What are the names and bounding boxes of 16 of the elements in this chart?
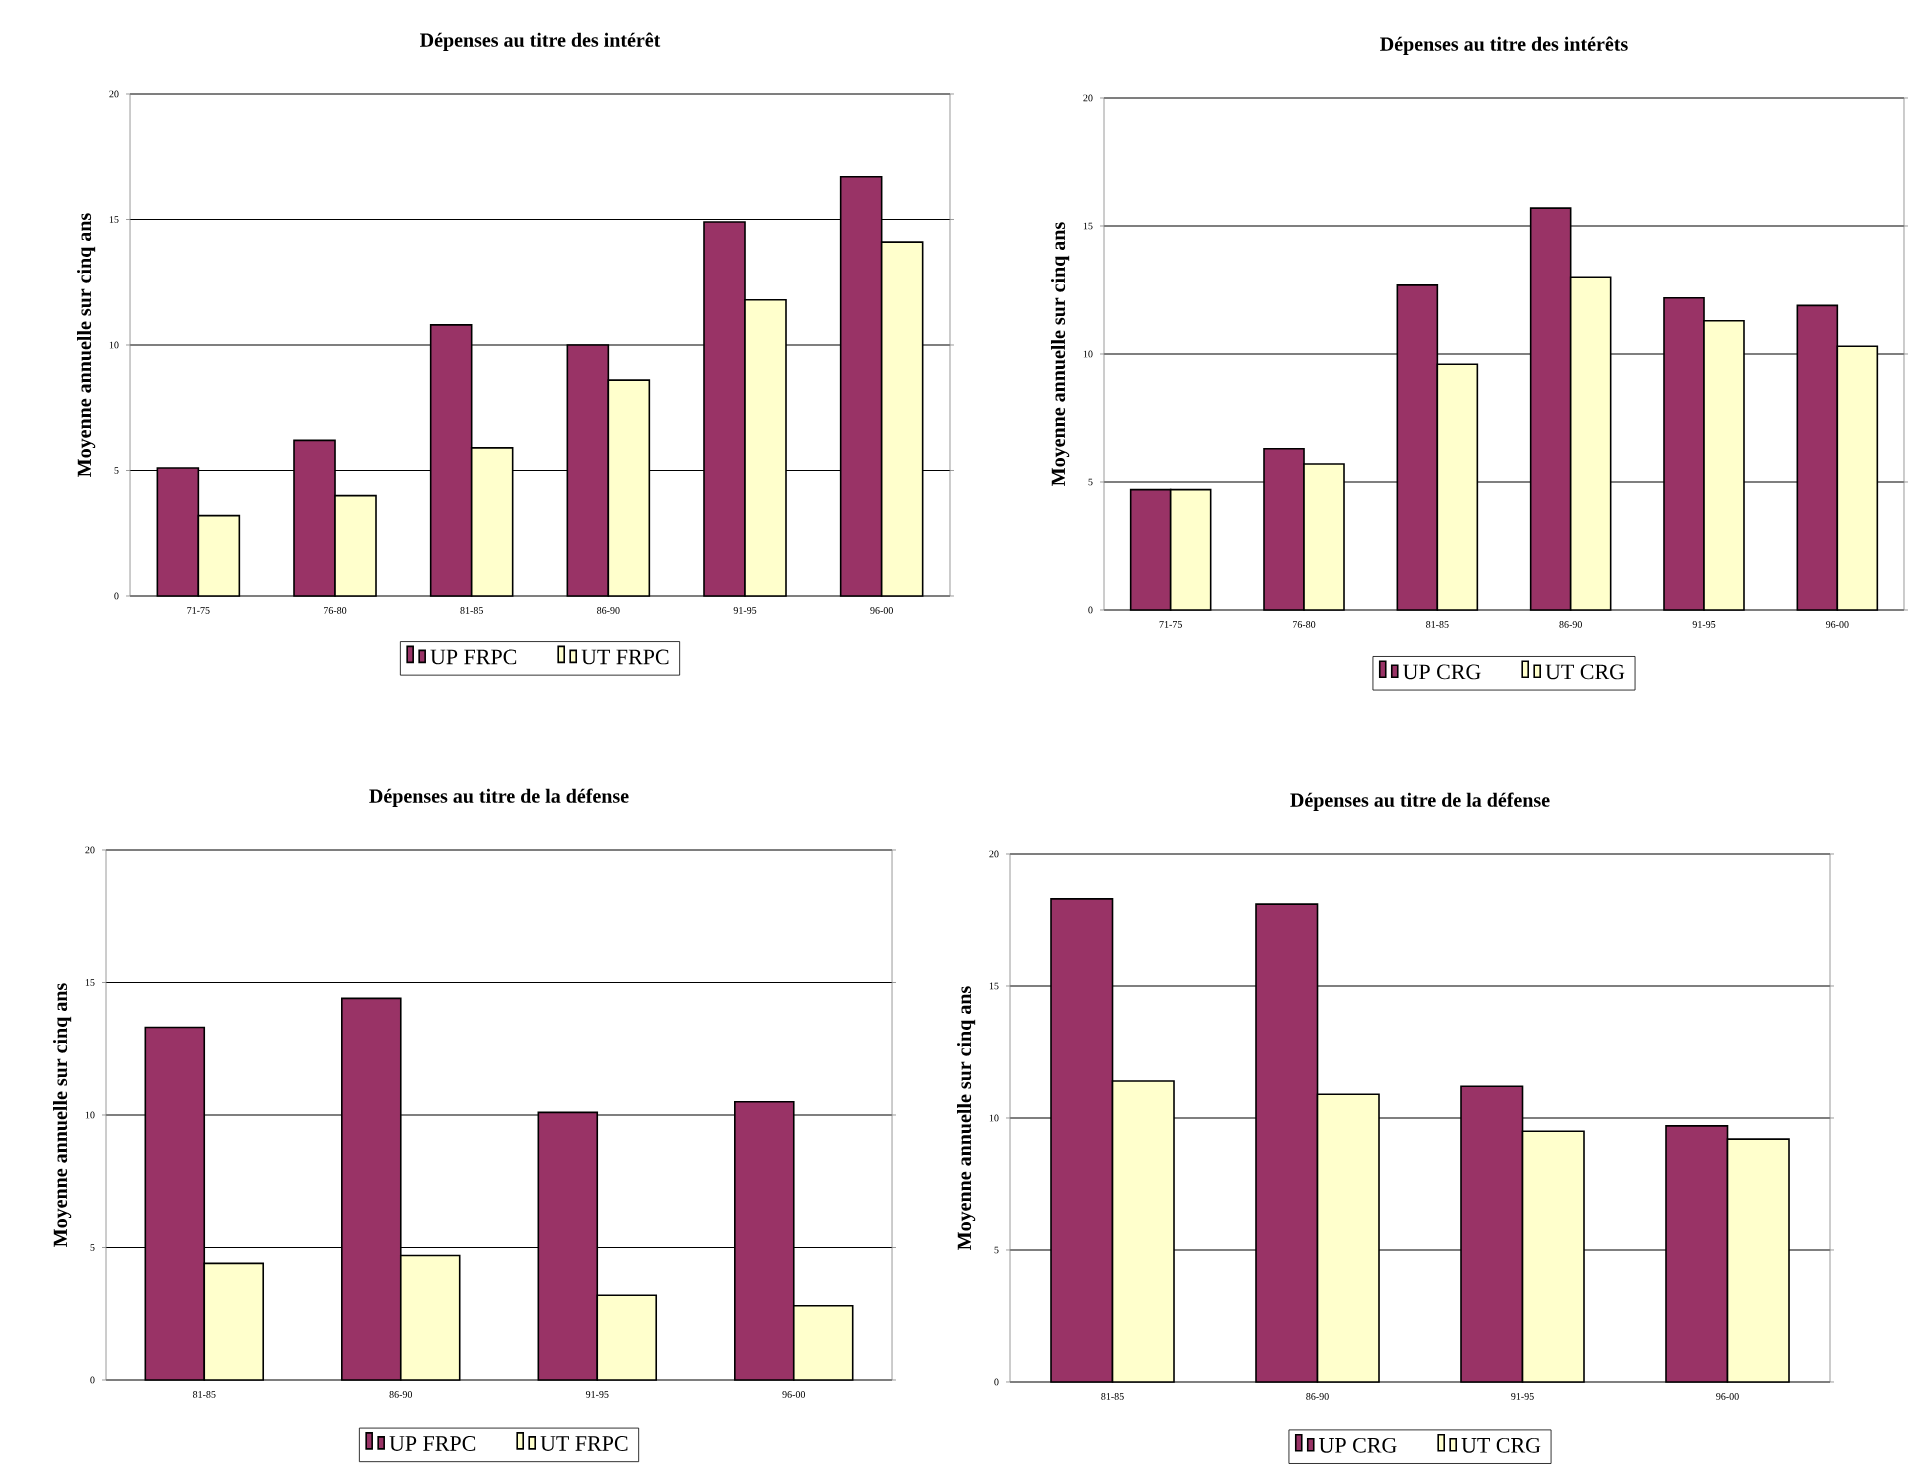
y-axis-title: Moyenne annuelle sur cinq ans <box>77 213 96 477</box>
chart-title: Dépenses au titre des intérêts <box>1380 36 1628 55</box>
legend-label: UT FRPC <box>581 649 669 665</box>
y-axis-title: Moyenne annuelle sur cinq ans <box>1051 222 1070 486</box>
legend-label: UP FRPC <box>430 649 517 665</box>
legend-label: UT FRPC <box>540 1436 628 1451</box>
chart-title: Dépenses au titre de la défense <box>369 788 629 807</box>
y-axis-title: Moyenne annuelle sur cinq ans <box>957 986 976 1250</box>
y-axis-title: Moyenne annuelle sur cinq ans <box>53 983 72 1247</box>
legend-label: UP CRG <box>1319 1437 1397 1453</box>
legend-label: UP FRPC <box>389 1436 476 1451</box>
legend-label: UT CRG <box>1545 664 1625 680</box>
chart-title: Dépenses au titre de la défense <box>1290 792 1550 811</box>
chart-title: Dépenses au titre des intérêt <box>420 32 661 51</box>
legend-label: UT CRG <box>1461 1437 1541 1453</box>
legend-label: UP CRG <box>1403 664 1481 680</box>
